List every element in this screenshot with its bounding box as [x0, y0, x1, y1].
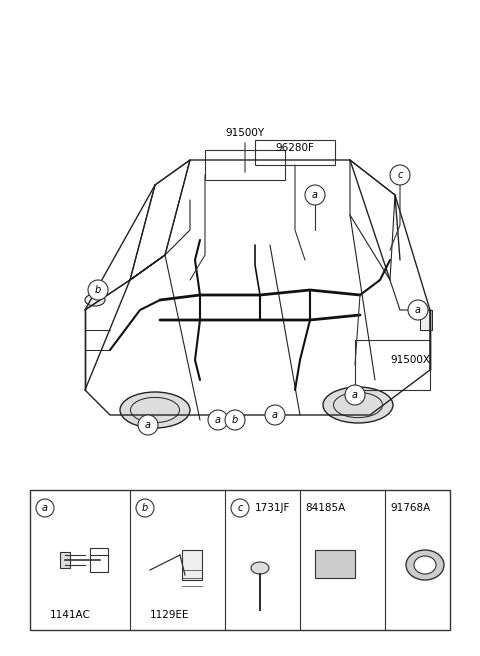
Bar [205, 150, 285, 180]
Circle shape [225, 410, 245, 430]
Ellipse shape [85, 294, 105, 306]
Ellipse shape [414, 556, 436, 574]
Circle shape [36, 499, 54, 517]
Text: 1129EE: 1129EE [150, 610, 190, 620]
Text: a: a [145, 420, 151, 430]
Text: 91500Y: 91500Y [226, 128, 264, 138]
Bar [255, 140, 335, 165]
Circle shape [345, 385, 365, 405]
Text: 1141AC: 1141AC [50, 610, 91, 620]
Ellipse shape [120, 392, 190, 428]
Text: 91500X: 91500X [390, 355, 430, 365]
Text: b: b [142, 503, 148, 513]
Text: b: b [232, 415, 238, 425]
Text: a: a [415, 305, 421, 315]
Text: 1731JF: 1731JF [255, 503, 290, 513]
Text: a: a [352, 390, 358, 400]
Bar [60, 552, 70, 568]
Circle shape [138, 415, 158, 435]
Circle shape [136, 499, 154, 517]
Circle shape [305, 185, 325, 205]
Text: a: a [312, 190, 318, 200]
Text: a: a [42, 503, 48, 513]
Ellipse shape [251, 562, 269, 574]
Text: c: c [237, 503, 243, 513]
Text: 84185A: 84185A [305, 503, 345, 513]
Text: a: a [215, 415, 221, 425]
Circle shape [231, 499, 249, 517]
Bar [90, 548, 108, 572]
Bar [182, 550, 202, 580]
Circle shape [408, 300, 428, 320]
Circle shape [208, 410, 228, 430]
Text: a: a [272, 410, 278, 420]
Bar [420, 310, 432, 330]
Ellipse shape [323, 387, 393, 423]
Bar [315, 550, 355, 578]
Text: 96280F: 96280F [276, 143, 314, 153]
Circle shape [265, 405, 285, 425]
Bar [30, 490, 450, 630]
Circle shape [390, 165, 410, 185]
Bar [355, 340, 430, 390]
Text: 91768A: 91768A [390, 503, 430, 513]
Text: c: c [397, 170, 403, 180]
Text: b: b [95, 285, 101, 295]
Circle shape [88, 280, 108, 300]
Ellipse shape [406, 550, 444, 580]
